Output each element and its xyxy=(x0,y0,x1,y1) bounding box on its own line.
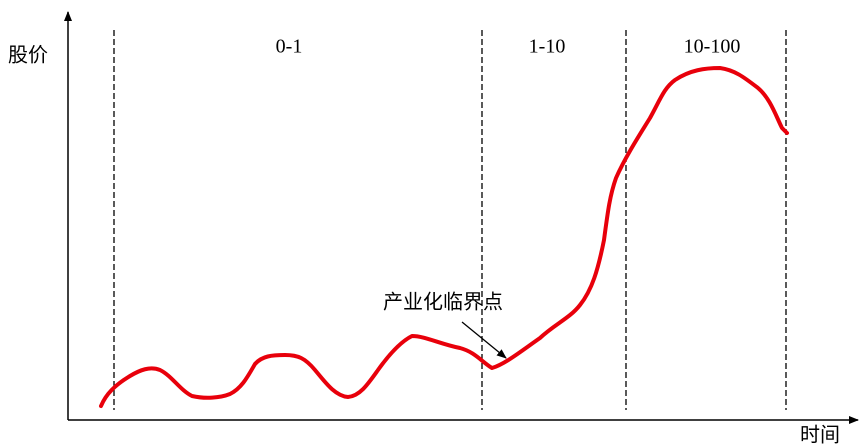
annotation-arrow xyxy=(461,321,507,359)
phase-label: 1-10 xyxy=(529,36,566,58)
price-curve xyxy=(99,66,789,408)
y-axis-label: 股价 xyxy=(8,43,48,67)
phase-label: 10-100 xyxy=(684,36,741,58)
phase-dividers xyxy=(113,30,787,410)
annotation: 产业化临界点 xyxy=(383,290,503,314)
x-axis-label: 时间 xyxy=(800,423,840,444)
phase-label: 0-1 xyxy=(276,36,303,58)
